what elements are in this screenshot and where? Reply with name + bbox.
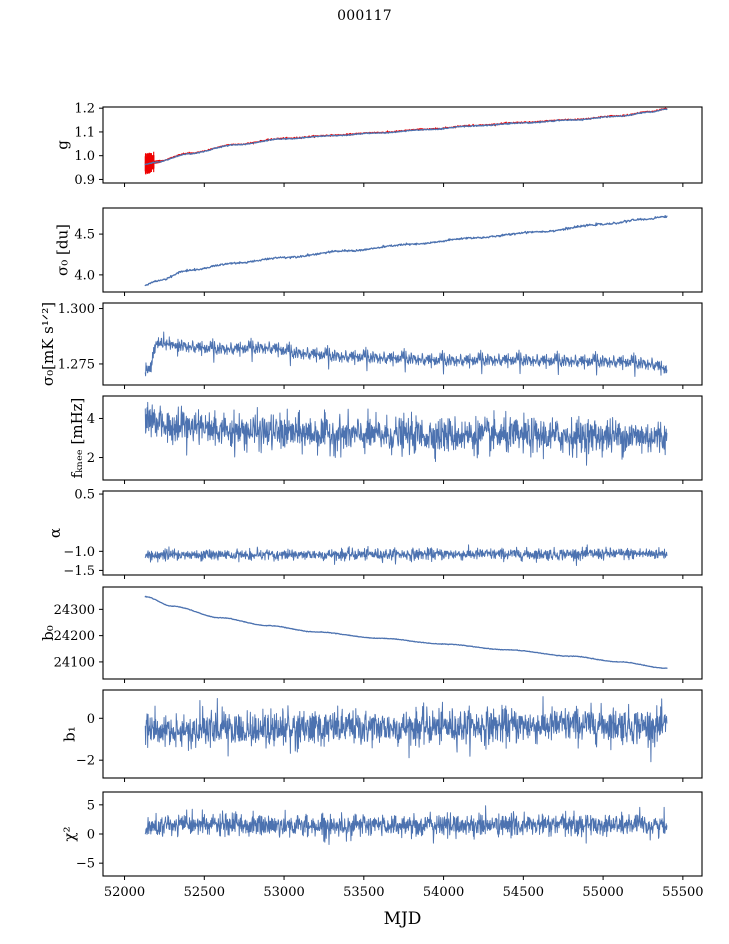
y-ticklabel: −1.5 (63, 564, 95, 579)
x-ticklabel: 52500 (184, 885, 225, 900)
y-ticklabel: 24200 (54, 629, 95, 644)
y-ticklabel: 24300 (54, 603, 95, 618)
y-ticklabel: 1.1 (74, 125, 95, 140)
y-ticklabel: −5 (76, 857, 95, 872)
x-axis-label: MJD (384, 909, 422, 929)
y-ticklabel: 1.0 (74, 149, 95, 164)
y-axis-label-sigma0-mK: σ₀[mK s¹ᐟ²] (39, 302, 57, 386)
panel-gain: 0.9 1.0 1.1 1.2 g (53, 102, 703, 188)
series-b0-line (144, 595, 668, 669)
y-axis-label-b1: b₁ (61, 726, 79, 742)
y-axis-label-chi2: χ² (61, 826, 79, 841)
panel-frame (102, 302, 703, 386)
series-sigma0-mK-line (144, 331, 668, 377)
figure-title: 000117 (337, 8, 392, 24)
panel-frame (102, 490, 703, 576)
panel-frame (102, 106, 703, 184)
panel-frame (102, 586, 703, 680)
y-ticklabel: 5 (87, 798, 95, 813)
x-ticklabel: 54500 (503, 885, 544, 900)
x-ticklabel: 55000 (582, 885, 623, 900)
y-ticklabel: 0 (87, 712, 95, 727)
y-ticklabel: 0.5 (74, 488, 95, 503)
series-b1-line (144, 696, 668, 763)
panel-data-sigma0-mK (144, 331, 668, 377)
panel-data-sigma0-du (144, 215, 668, 287)
y-axis-label-alpha: α (46, 528, 64, 538)
x-ticklabel: 55500 (662, 885, 703, 900)
panel-frame (102, 791, 703, 877)
panel-data-fknee (144, 401, 668, 466)
panel-data-gain (144, 107, 668, 175)
y-axis-label-sigma0-du: σ₀ [du] (53, 224, 71, 276)
y-ticklabel: 1.275 (58, 357, 95, 372)
x-ticklabel: 54000 (423, 885, 464, 900)
y-ticklabel: −2 (76, 754, 95, 769)
panel-chi2: −5 0 5 χ² 52000 52500 53000 53500 54000 54500 5500… (61, 791, 704, 929)
series-gain-fit-red (144, 107, 668, 166)
x-ticklabel: 52000 (104, 885, 145, 900)
panel-alpha: −1.5 −1.0 0.5 α (46, 488, 703, 579)
series-sigma0-du-line (144, 215, 668, 287)
y-ticklabel: −1.0 (63, 545, 95, 560)
y-ticklabel: 0.9 (74, 173, 95, 188)
series-chi2-line (144, 805, 668, 845)
series-gain-model-blue (144, 108, 668, 166)
panel-sigma0-du: 4.0 4.5σ₀ [du] (53, 207, 703, 296)
panel-data-b1 (144, 696, 668, 763)
panel-data-alpha (144, 544, 668, 567)
y-ticklabel: 4.0 (74, 268, 95, 283)
y-ticklabel: 1.2 (74, 102, 95, 117)
y-ticklabel: 2 (87, 451, 95, 466)
y-axis-label-b0: b₀ (39, 625, 57, 641)
x-ticklabel: 53000 (263, 885, 304, 900)
y-ticklabel: 4 (87, 412, 95, 427)
panel-data-b0 (144, 595, 668, 669)
y-ticklabel: 24100 (54, 655, 95, 670)
y-ticklabel: 0 (87, 828, 95, 843)
y-axis-label-fknee: fₖₙₑₑ [mHz] (68, 398, 86, 479)
y-ticklabel: 4.5 (74, 228, 95, 243)
panel-frame (102, 395, 703, 481)
y-axis-label-gain: g (53, 140, 71, 150)
panel-frame (102, 689, 703, 779)
panel-b0: 24100 24200 24300 b₀ (39, 586, 703, 683)
series-fknee-line (144, 401, 668, 466)
y-ticklabel: 1.300 (58, 302, 95, 317)
series-alpha-line (144, 544, 668, 567)
panel-frame (102, 207, 703, 293)
x-ticklabel: 53500 (343, 885, 384, 900)
panel-data-chi2 (144, 805, 668, 845)
panel-b1: −2 0 b₁ (61, 689, 703, 782)
